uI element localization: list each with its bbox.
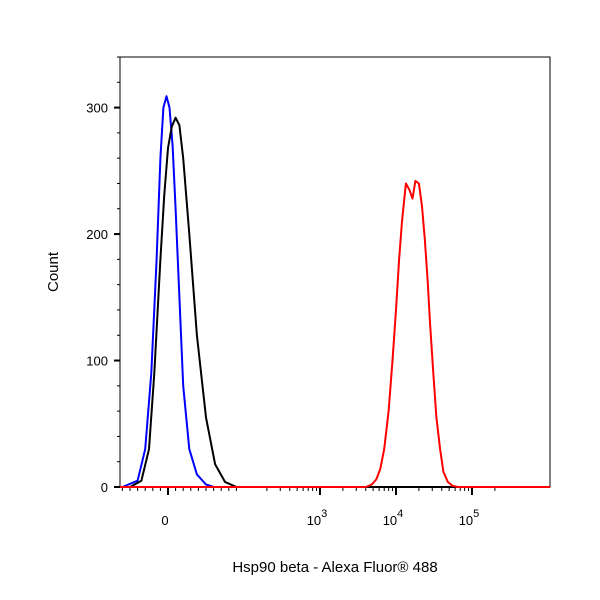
y-tick-label: 300	[86, 101, 108, 116]
y-minor-ticks	[117, 56, 120, 463]
series-layer	[120, 95, 550, 488]
x-axis-title: Hsp90 beta - Alexa Fluor® 488	[232, 559, 437, 576]
x-tick-label: 104	[383, 508, 404, 528]
y-axis-title: Count	[45, 251, 62, 292]
y-tick-label: 200	[86, 227, 108, 242]
y-axis-ticks: 0 100 200 300	[86, 101, 120, 495]
x-tick-label: 0	[161, 513, 168, 528]
series-line-3	[120, 179, 550, 488]
x-tick-label: 103	[307, 508, 328, 528]
plot-frame	[119, 56, 551, 488]
y-tick-label: 0	[101, 480, 108, 495]
x-axis-ticks: 0 103 104 105	[161, 487, 479, 528]
series-line-2	[120, 116, 550, 488]
x-tick-label: 105	[459, 508, 480, 528]
y-tick-label: 100	[86, 354, 108, 369]
series-line-1	[120, 95, 550, 488]
